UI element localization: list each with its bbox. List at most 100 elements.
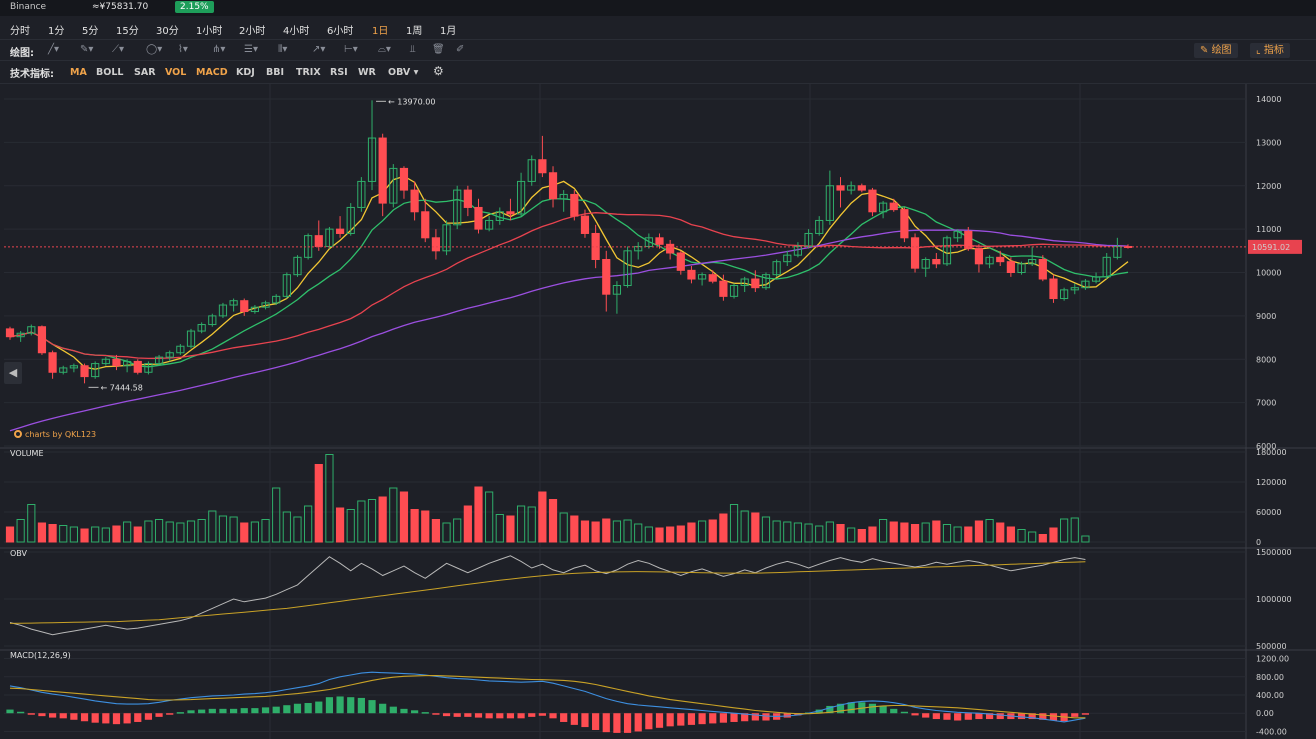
y-tick-3-0: 1200.00: [1256, 655, 1289, 664]
y-tick-0-1: 13000: [1256, 138, 1281, 147]
macd-histogram-bar: [954, 713, 962, 721]
macd-histogram-bar: [70, 713, 78, 720]
volume-bar: [900, 522, 909, 543]
indicator-ma[interactable]: MA: [70, 67, 87, 78]
period-tab-6[interactable]: 2小时: [239, 26, 266, 37]
candle: [133, 360, 142, 373]
y-tick-1-2: 60000: [1256, 508, 1281, 517]
volume-bar: [985, 519, 994, 543]
indicator-button[interactable]: ⌞ 指标: [1250, 43, 1290, 58]
line-tool-icon[interactable]: ╱▾: [48, 44, 60, 55]
period-tab-5[interactable]: 1小时: [196, 26, 223, 37]
macd-histogram-bar: [581, 713, 589, 728]
candle: [761, 274, 771, 289]
market-header: Binance ≈¥75831.70 2.15%: [0, 0, 1316, 16]
period-tab-3[interactable]: 15分: [116, 26, 139, 37]
volume-bar: [1017, 529, 1026, 543]
period-tab-2[interactable]: 5分: [82, 26, 99, 37]
candle: [729, 285, 739, 297]
shape-tool-icon[interactable]: ⌓▾: [378, 44, 391, 55]
period-tab-7[interactable]: 4小时: [283, 26, 310, 37]
candle: [612, 285, 622, 295]
period-tab-11[interactable]: 1月: [440, 26, 457, 37]
candle: [229, 300, 238, 306]
indicator-wr[interactable]: WR: [358, 67, 376, 78]
period-tab-1[interactable]: 1分: [48, 26, 65, 37]
candle: [751, 278, 760, 289]
period-tab-4[interactable]: 30分: [156, 26, 179, 37]
y-tick-3-4: -400.00: [1256, 727, 1287, 736]
y-tick-1-1: 120000: [1256, 478, 1287, 487]
macd-histogram-bar: [794, 713, 802, 716]
volume-bar: [335, 507, 345, 543]
settings-gear-icon[interactable]: ⚙: [433, 64, 444, 78]
measure-tool-icon[interactable]: ⊢▾: [344, 44, 358, 55]
pen-tool-icon[interactable]: ✎▾: [80, 44, 94, 55]
collapse-panel-button[interactable]: ◀: [4, 362, 22, 384]
ellipse-tool-icon[interactable]: ◯▾: [146, 44, 163, 55]
macd-histogram-bar: [293, 703, 302, 714]
candle: [559, 193, 568, 200]
panel-title-3: MACD(12,26,9): [10, 651, 71, 660]
macd-histogram-bar: [123, 713, 131, 724]
macd-histogram-bar: [91, 713, 99, 723]
volume-bar: [346, 509, 355, 543]
candle: [1102, 256, 1111, 278]
gann-tool-icon[interactable]: ⦀▾: [278, 44, 288, 55]
indicator-macd[interactable]: MACD: [196, 67, 228, 78]
period-tab-9[interactable]: 1日: [372, 26, 389, 37]
macd-histogram-bar: [1017, 713, 1026, 720]
chart-area[interactable]: 14000 13000 12000 11000 10000 9000 8000 7000 600…: [0, 84, 1316, 739]
indicator-sar[interactable]: SAR: [134, 67, 156, 78]
candle: [367, 137, 377, 182]
candle: [165, 352, 174, 358]
candle: [836, 185, 845, 191]
candle: [1070, 287, 1079, 291]
macd-histogram-bar: [709, 713, 717, 724]
candle: [261, 302, 270, 308]
period-tab-10[interactable]: 1周: [406, 26, 423, 37]
indicator-kdj[interactable]: KDJ: [236, 67, 255, 78]
volume-bar: [474, 486, 483, 543]
annotation-0: ← 13970.00: [388, 97, 435, 106]
pattern-tool-icon[interactable]: ⋔▾: [212, 44, 226, 55]
volume-bar: [261, 519, 270, 543]
macd-histogram-bar: [549, 713, 557, 719]
macd-dea-line: [9, 675, 1086, 719]
period-tab-0[interactable]: 分时: [10, 26, 30, 37]
indicator-boll[interactable]: BOLL: [96, 67, 124, 78]
fib-tool-icon[interactable]: ☰▾: [244, 44, 258, 55]
trash-icon[interactable]: 🗑: [432, 44, 445, 55]
indicator-vol[interactable]: VOL: [165, 67, 187, 78]
macd-histogram-bar: [613, 713, 621, 733]
macd-histogram-bar: [943, 713, 951, 720]
candle: [293, 256, 302, 276]
macd-histogram-bar: [847, 702, 855, 714]
stats-tool-icon[interactable]: ⫫: [410, 44, 416, 55]
volume-bar: [921, 522, 930, 543]
volume-bar: [378, 496, 387, 543]
candle: [485, 219, 494, 230]
indicator-trix[interactable]: TRIX: [296, 67, 321, 78]
candle: [112, 358, 121, 367]
polyline-tool-icon[interactable]: ⟋▾: [112, 44, 125, 55]
volume-bar: [964, 526, 973, 543]
candle: [953, 230, 962, 239]
draw-button[interactable]: ✎ 绘图: [1194, 43, 1238, 58]
candle: [1091, 276, 1101, 282]
zigzag-tool-icon[interactable]: ⌇▾: [178, 44, 188, 55]
macd-histogram-bar: [985, 713, 994, 720]
arrow-tool-icon[interactable]: ↗▾: [312, 44, 326, 55]
macd-histogram-bar: [155, 713, 163, 717]
brush-icon[interactable]: ✐: [456, 44, 465, 55]
y-tick-3-2: 400.00: [1256, 691, 1284, 700]
indicator-obv[interactable]: OBV ▾: [388, 67, 419, 78]
period-tab-8[interactable]: 6小时: [327, 26, 354, 37]
volume-bar: [357, 500, 366, 543]
volume-bar: [431, 519, 441, 543]
indicator-rsi[interactable]: RSI: [330, 67, 348, 78]
volume-bar: [783, 521, 792, 543]
volume-bar: [442, 522, 451, 543]
indicator-bbi[interactable]: BBI: [266, 67, 285, 78]
chart-credit: charts by QKL123: [14, 430, 96, 439]
